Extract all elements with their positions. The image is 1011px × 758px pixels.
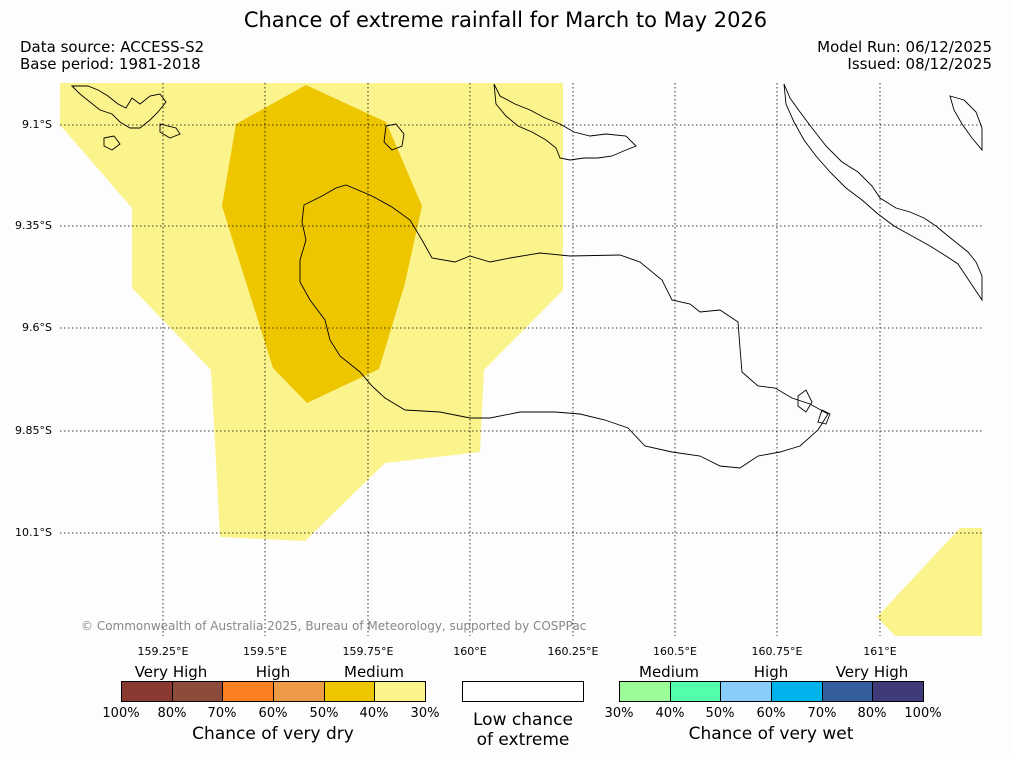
lon-label: 160.75°E [751, 645, 803, 658]
low-chance-line2: of extreme [476, 730, 570, 750]
dry-tick: 80% [157, 706, 187, 721]
lon-label: 159.25°E [137, 645, 189, 658]
dry-tick: 50% [309, 706, 339, 721]
dry-swatch [274, 682, 325, 701]
dry-tick: 60% [258, 706, 288, 721]
lon-label: 159.75°E [342, 645, 394, 658]
map-canvas [60, 83, 983, 636]
low-chance-swatch [462, 681, 584, 702]
map-title: Chance of extreme rainfall for March to … [243, 8, 768, 32]
low-chance-label: Low chance of extreme [443, 710, 603, 750]
wet-legend-title: Chance of very wet [688, 724, 854, 744]
lat-label: 9.1°S [22, 118, 52, 131]
wet-tick: 50% [705, 706, 735, 721]
dry-category-high: High [255, 663, 291, 681]
wet-tick: 60% [756, 706, 786, 721]
lat-label: 10.1°S [15, 526, 52, 539]
wet-colorbar [619, 681, 924, 702]
source-info: Data source: ACCESS-S2 Base period: 1981… [20, 39, 204, 73]
dry-swatch [122, 682, 173, 701]
wet-swatch [721, 682, 773, 701]
wet-tick: 100% [904, 706, 942, 721]
issued-date: Issued: 08/12/2025 [847, 55, 992, 73]
wet-tick: 40% [655, 706, 685, 721]
wet-swatch [670, 682, 722, 701]
wet-swatch [822, 682, 874, 701]
wet-tick: 70% [807, 706, 837, 721]
model-run: Model Run: 06/12/2025 [817, 38, 992, 56]
lon-label: 160°E [453, 645, 487, 658]
wet-swatch [772, 682, 823, 701]
lon-label: 160.5°E [653, 645, 697, 658]
lon-label: 160.25°E [547, 645, 599, 658]
dry-tick: 40% [359, 706, 389, 721]
lat-label: 9.6°S [22, 321, 52, 334]
wet-category-medium: Medium [639, 663, 699, 681]
low-chance-line1: Low chance [473, 710, 573, 730]
wet-tick: 80% [857, 706, 887, 721]
dry-colorbar [121, 681, 426, 702]
wet-tick: 30% [604, 706, 634, 721]
dry-category-very-high: Very High [134, 663, 208, 681]
copyright-notice: © Commonwealth of Australia 2025, Bureau… [81, 619, 587, 633]
dry-tick: 70% [207, 706, 237, 721]
graticule [60, 83, 982, 636]
base-period: Base period: 1981-2018 [20, 55, 201, 73]
medium-dry-region-se [877, 528, 982, 636]
wet-category-high: High [753, 663, 789, 681]
dry-swatch [223, 682, 275, 701]
dry-swatch [172, 682, 224, 701]
dry-tick: 100% [102, 706, 140, 721]
dry-swatch [375, 682, 426, 701]
dry-tick: 30% [410, 706, 440, 721]
wet-swatch [620, 682, 671, 701]
run-info: Model Run: 06/12/2025 Issued: 08/12/2025 [817, 39, 992, 73]
lat-label: 9.85°S [15, 424, 52, 437]
dry-swatch [324, 682, 376, 701]
wet-category-very-high: Very High [835, 663, 909, 681]
high-dry-region [222, 85, 422, 403]
lon-label: 159.5°E [243, 645, 287, 658]
coastline [70, 83, 983, 469]
wet-swatch [873, 682, 924, 701]
lat-label: 9.35°S [15, 219, 52, 232]
dry-category-medium: Medium [344, 663, 404, 681]
data-source: Data source: ACCESS-S2 [20, 38, 205, 56]
lon-label: 161°E [863, 645, 897, 658]
dry-legend-title: Chance of very dry [192, 724, 354, 744]
